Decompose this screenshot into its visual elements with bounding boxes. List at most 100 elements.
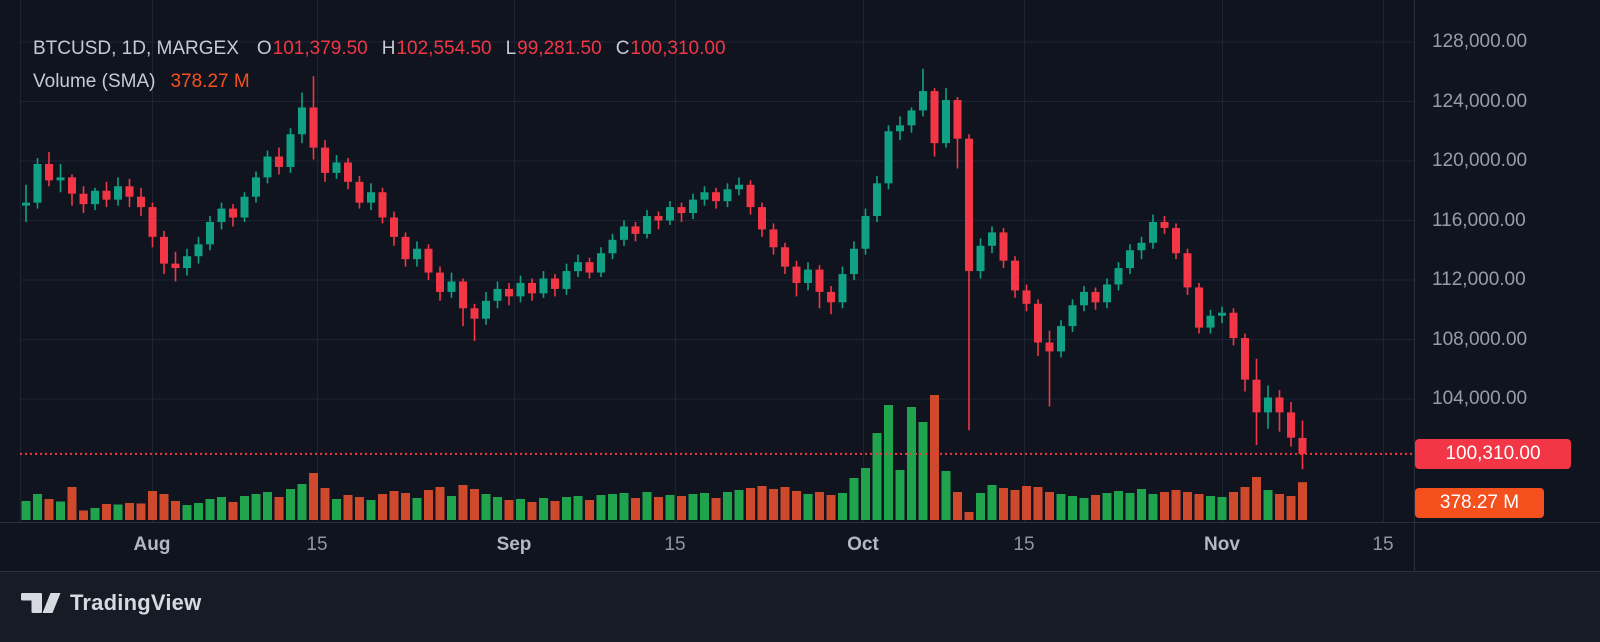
volume-bar (1056, 494, 1066, 520)
candle-body (1183, 253, 1192, 288)
footer: TradingView (21, 590, 201, 616)
volume-bar (1125, 493, 1135, 520)
candle-body (1091, 291, 1100, 303)
volume-bar (447, 496, 456, 520)
volume-bar (1068, 496, 1077, 520)
candle-body (988, 232, 996, 246)
candle-body (827, 291, 835, 303)
price-axis-label: 120,000.00 (1432, 150, 1528, 171)
candle-body (1252, 379, 1261, 413)
ohlc-high: H102,554.50 (381, 38, 492, 59)
ohlc-open: O101,379.50 (256, 38, 368, 59)
candle-body (424, 248, 433, 273)
volume-bar (1263, 490, 1273, 520)
volume-bar (182, 505, 192, 520)
candle-body (1057, 326, 1065, 352)
candle-body (447, 281, 456, 292)
candle-body (413, 248, 421, 260)
candle-body (45, 163, 53, 181)
volume-bar (723, 492, 732, 520)
volume-bar (688, 494, 698, 520)
tradingview-logo-icon[interactable] (21, 592, 61, 614)
volume-bar (619, 493, 629, 520)
candle-body (1080, 291, 1088, 306)
volume-bar (435, 487, 445, 520)
candle-body (1011, 260, 1019, 291)
candle-body (183, 256, 191, 269)
time-axis-day-label: 15 (1013, 534, 1035, 555)
candle-body (838, 274, 847, 303)
volume-bar (803, 494, 813, 520)
candle-body (919, 91, 927, 111)
time-axis[interactable]: Aug 15 Sep 15 Oct 15 Nov 15 (0, 522, 1414, 571)
price-axis-label: 124,000.00 (1432, 90, 1528, 112)
candle-body (562, 271, 571, 289)
volume-bar (1160, 492, 1169, 520)
candle-body (942, 100, 950, 144)
candle-body (654, 216, 663, 221)
candle-body (240, 196, 249, 218)
volume-bar (159, 494, 169, 520)
candle-body (758, 207, 766, 230)
volume-bar (999, 488, 1008, 520)
volume-bar (861, 468, 870, 520)
volume-bar (424, 490, 433, 520)
volume-bar (895, 470, 905, 520)
candle-body (505, 288, 513, 297)
volume-bar (792, 491, 801, 520)
volume-bar (1045, 492, 1054, 520)
volume-bar (527, 502, 537, 520)
candle-body (1195, 287, 1203, 328)
volume-bar (838, 493, 847, 520)
volume-bar (274, 497, 284, 520)
volume-bar (573, 496, 583, 520)
volume-bar (1240, 487, 1250, 520)
tradingview-brand-text[interactable]: TradingView (70, 590, 202, 615)
price-axis-label: 104,000.00 (1432, 388, 1528, 409)
volume-bar (355, 497, 364, 520)
volume-bar (504, 500, 514, 520)
price-axis-label: 112,000.00 (1432, 269, 1526, 290)
volume-bar (1286, 496, 1296, 520)
volume-bar (113, 504, 123, 520)
candle-body (666, 207, 674, 221)
volume-bar (700, 493, 709, 520)
volume-bar (930, 395, 939, 520)
candle-body (861, 216, 870, 249)
volume-badge: 378.27 M (1415, 487, 1544, 518)
legend-symbol-row: BTCUSD, 1D, MARGEX O101,379.50 H102,554.50… (33, 37, 740, 60)
candle-body (114, 186, 122, 200)
candle-body (700, 192, 709, 200)
price-axis[interactable]: 100,310.00 378.27 M 128,000.00 124,000.00… (1415, 0, 1600, 571)
candle-body (1241, 338, 1249, 380)
candle-body (298, 107, 306, 135)
volume-bar (884, 405, 893, 520)
volume-bar (585, 500, 594, 520)
candle-body (792, 266, 801, 283)
time-axis-day-label: 15 (306, 534, 328, 555)
candle-body (355, 181, 364, 203)
volume-bar (1252, 477, 1261, 520)
candle-body (22, 202, 30, 206)
volume-bar (941, 471, 951, 520)
candle-body (459, 281, 467, 309)
candle-body (884, 131, 893, 184)
candle-body (125, 186, 134, 197)
volume-bar (332, 499, 341, 520)
volume-bar (1033, 487, 1043, 520)
symbol-title[interactable]: BTCUSD, 1D, MARGEX (33, 38, 239, 59)
volume-bar (44, 499, 54, 520)
volume-bar (240, 496, 249, 520)
volume-bar (815, 492, 824, 520)
candle-body (574, 262, 582, 272)
volume-bar (263, 492, 272, 520)
volume-bar (228, 502, 238, 520)
volume-bar (401, 493, 410, 520)
candle-body (1264, 397, 1272, 413)
candle-body (217, 208, 226, 222)
candle-body (597, 253, 605, 273)
volume-indicator-title[interactable]: Volume (SMA) (33, 71, 156, 92)
volume-bar (872, 433, 882, 520)
volume-bar (286, 489, 295, 520)
